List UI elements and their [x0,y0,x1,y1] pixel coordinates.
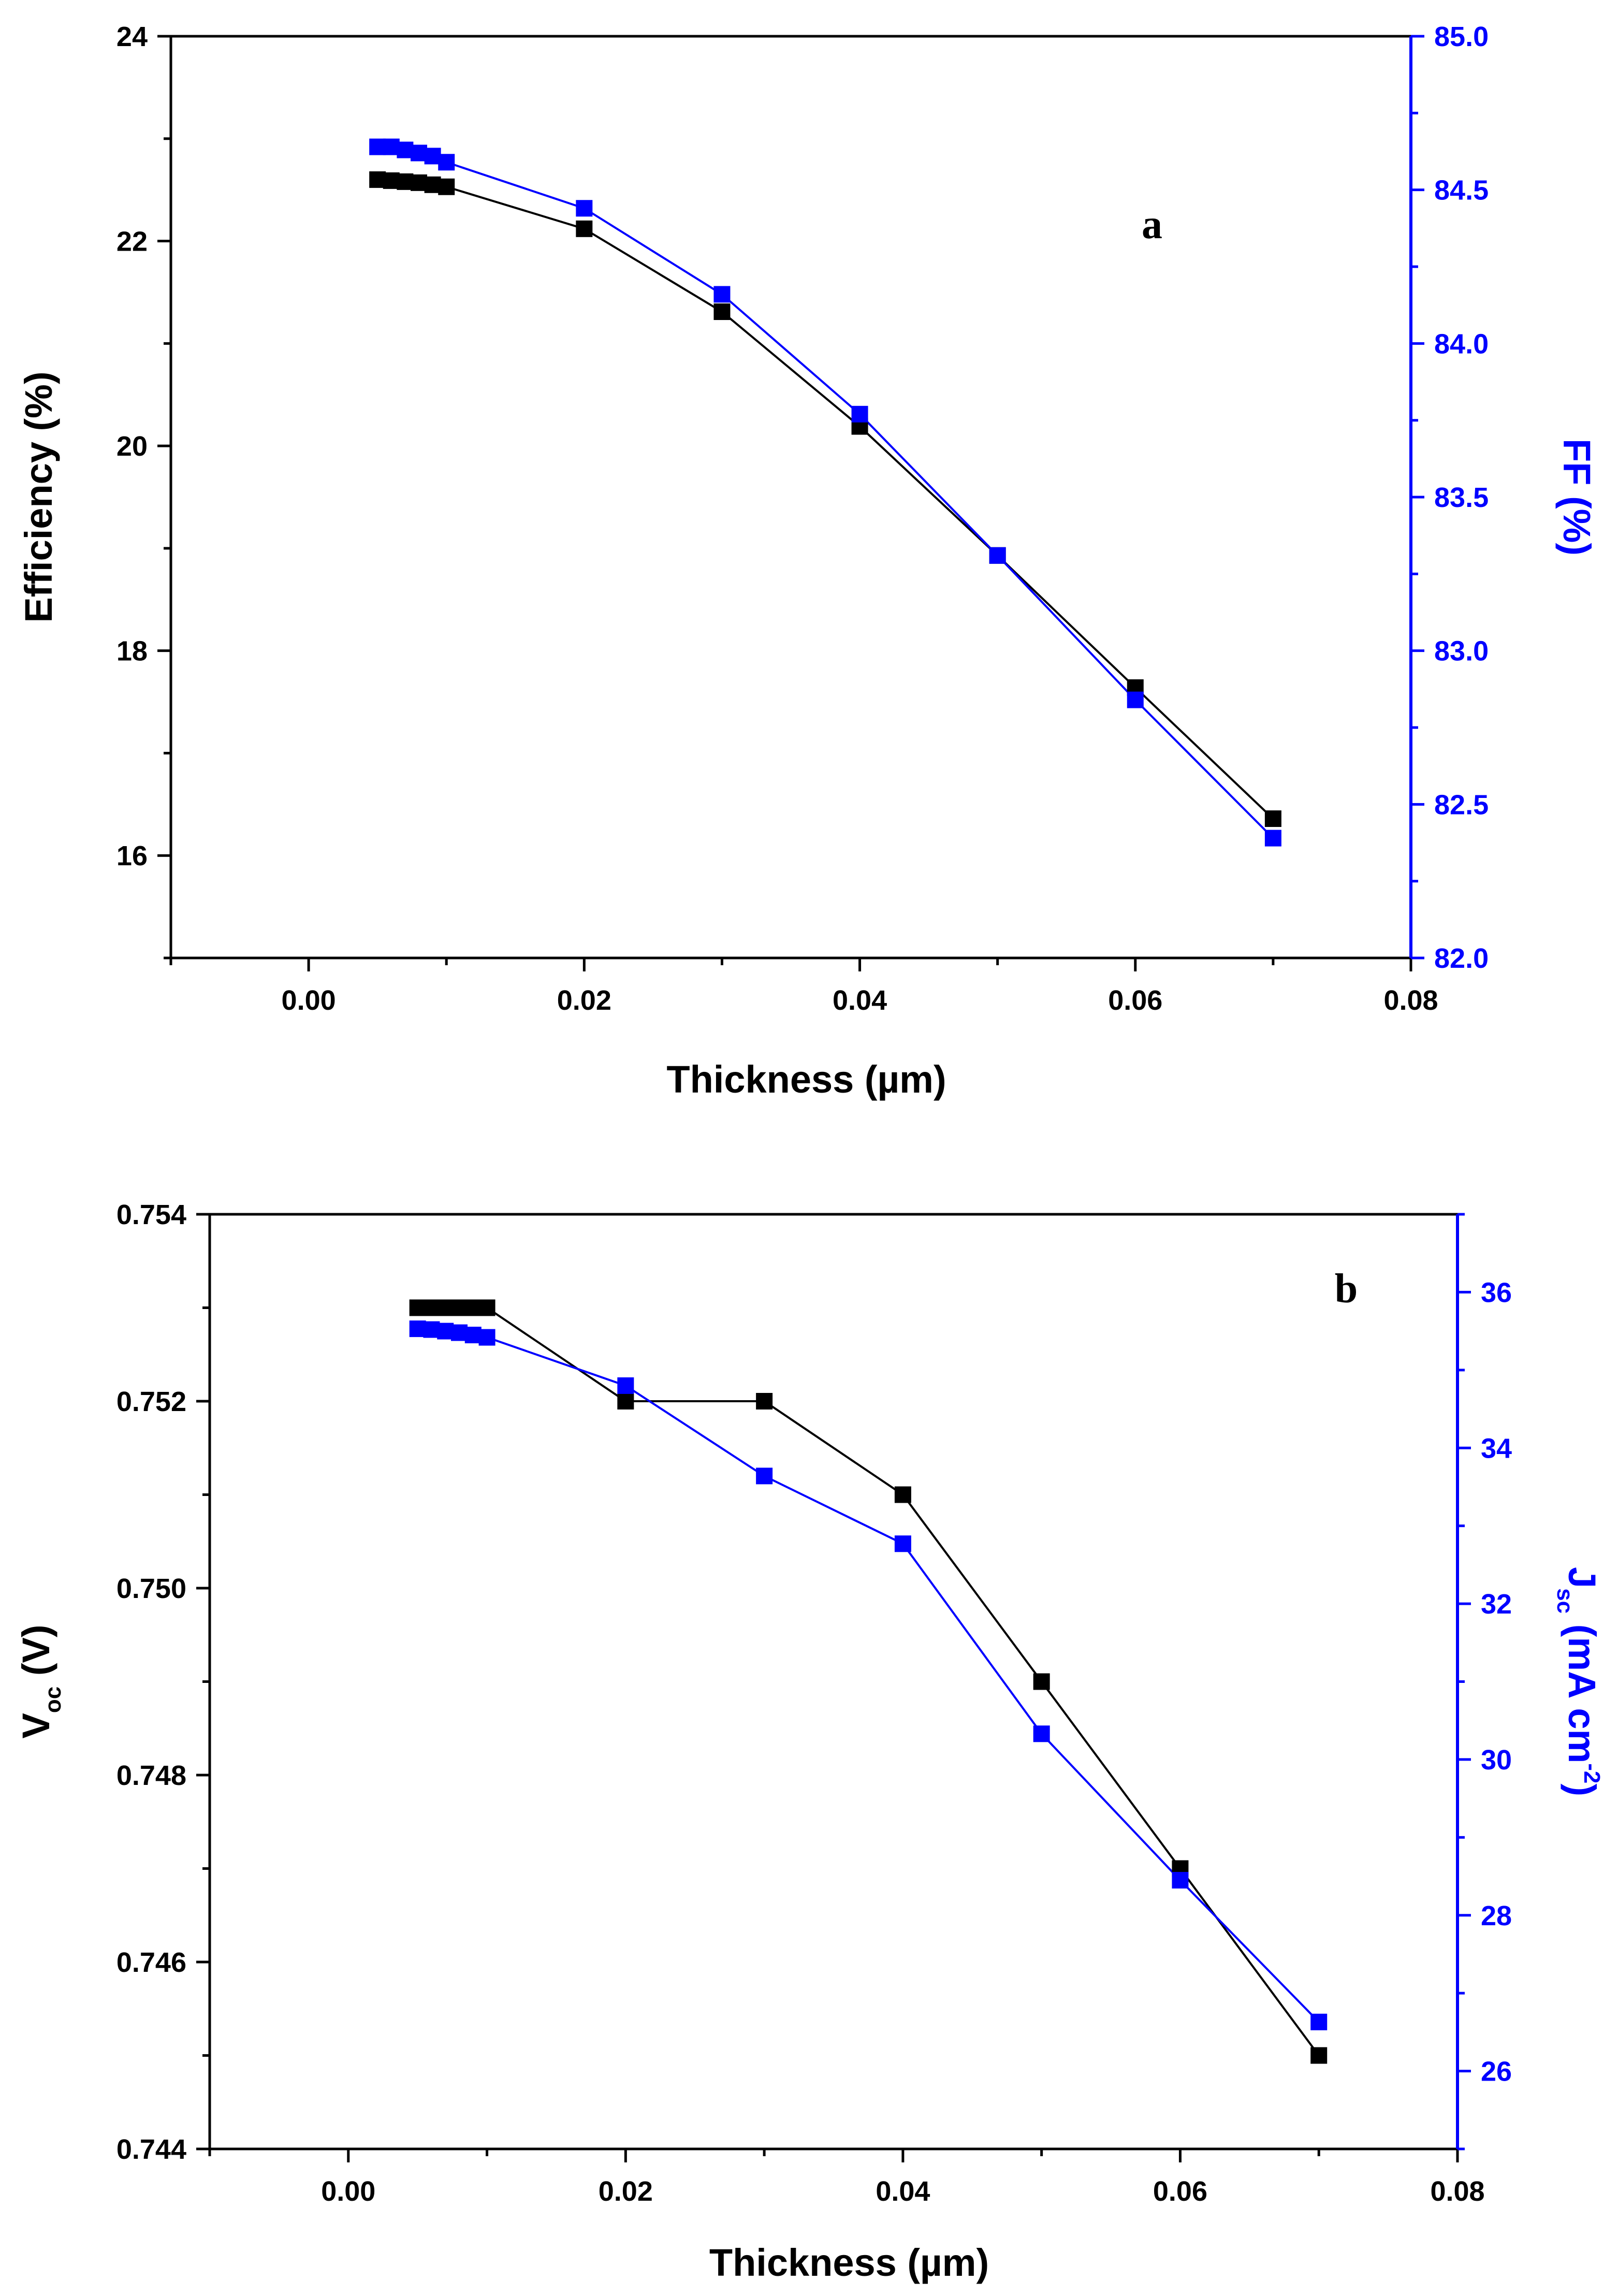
x-tick-label: 0.02 [557,985,611,1016]
data-point-jsc [451,1324,468,1341]
x-tick-label: 0.04 [876,2176,930,2207]
y-left-tick-label: 0.744 [116,2134,186,2165]
y-left-tick-label: 0.746 [116,1947,186,1978]
y-right-title-subscript: sc [1552,1588,1578,1614]
x-tick-label: 0.06 [1108,985,1162,1016]
y-left-tick-label: 24 [116,21,148,52]
y-left-tick-label: 18 [116,636,148,667]
data-point-voc [464,1299,482,1316]
panel-b: 0.00 0.02 0.04 0.06 0.08 0.744 0.746 0.748 0.750… [14,1199,1605,2284]
y-right-tick-label: 26 [1481,2056,1512,2087]
data-point-efficiency [1264,810,1281,827]
data-point-voc [1033,1673,1050,1690]
data-point-jsc [894,1535,911,1552]
y-right-title-main: J [1561,1567,1604,1588]
x-tick-label: 0.06 [1153,2176,1207,2207]
x-tick-label: 0.02 [599,2176,653,2207]
y-right-title-close: ) [1561,1783,1604,1796]
data-point-jsc [1172,1872,1189,1889]
y-left-tick-label: 20 [116,431,148,462]
data-point-voc [409,1299,426,1316]
data-point-ff [1264,830,1281,847]
y-right-tick-label: 85.0 [1434,21,1489,52]
x-tick-label: 0.00 [282,985,336,1016]
data-point-efficiency [438,178,455,195]
y-left-tick-label: 0.754 [116,1199,186,1230]
x-axis-title: Thickness (µm) [666,1058,946,1101]
y-right-tick-label: 84.5 [1434,175,1489,206]
x-tick-label: 0.04 [833,985,887,1016]
data-point-jsc [423,1321,440,1338]
y-left-title-main: V [14,1713,57,1738]
data-point-ff [713,286,731,303]
data-point-ff [851,405,868,423]
y-left-axis-title: Efficiency (%) [17,371,60,622]
data-point-voc [437,1299,454,1316]
data-point-voc [1310,2047,1328,2064]
data-point-voc [423,1299,440,1316]
y-right-tick-label: 32 [1481,1589,1512,1620]
data-point-jsc [617,1377,634,1394]
y-left-tick-label: 0.748 [116,1760,186,1791]
data-point-voc [478,1299,495,1316]
x-axis-title: Thickness (µm) [709,2241,989,2284]
data-point-ff [576,200,593,217]
data-point-jsc [464,1327,482,1344]
x-tick-label: 0.00 [321,2176,375,2207]
y-left-title-subscript: oc [40,1687,66,1713]
data-point-ff [438,154,455,171]
y-left-tick-label: 0.752 [116,1386,186,1417]
y-right-tick-label: 83.5 [1434,482,1489,513]
y-right-tick-label: 36 [1481,1277,1512,1308]
y-right-tick-label: 82.5 [1434,789,1489,820]
x-tick-label: 0.08 [1430,2176,1484,2207]
panel-label: a [1142,202,1162,248]
data-point-jsc [409,1320,426,1338]
y-left-tick-label: 16 [116,840,148,871]
y-right-title-unit: (mA cm [1561,1614,1604,1763]
data-point-ff [1127,691,1144,708]
x-tick-label: 0.08 [1383,985,1438,1016]
data-point-efficiency [576,220,593,237]
data-point-voc [451,1299,468,1316]
y-left-tick-label: 22 [116,226,148,257]
y-right-title-superscript: -2 [1579,1763,1605,1783]
y-left-axis-title: Voc (V) [14,1625,66,1739]
data-point-voc [894,1486,911,1503]
y-right-axis-title: FF (%) [1555,439,1598,556]
data-point-jsc [437,1323,454,1340]
data-point-jsc [478,1329,495,1346]
panel-a: 0.00 0.02 0.04 0.06 0.08 16 18 20 22 24 82.0 82.5 83… [17,21,1598,1101]
y-right-tick-label: 34 [1481,1433,1512,1464]
data-point-voc [756,1393,773,1409]
y-right-tick-label: 84.0 [1434,328,1489,359]
y-right-tick-label: 28 [1481,1900,1512,1931]
y-right-tick-label: 30 [1481,1745,1512,1776]
panel-label: b [1335,1266,1358,1312]
data-point-efficiency [713,303,731,321]
y-left-tick-label: 0.750 [116,1573,186,1604]
y-left-title-unit: (V) [14,1625,57,1687]
data-point-jsc [1310,2013,1328,2030]
y-right-tick-label: 82.0 [1434,943,1489,974]
data-point-jsc [756,1467,773,1485]
data-point-voc [617,1393,634,1409]
data-point-ff [989,547,1006,564]
y-right-axis-title: Jsc (mA cm-2) [1552,1567,1605,1796]
y-right-tick-label: 83.0 [1434,636,1489,667]
data-point-jsc [1033,1725,1050,1742]
